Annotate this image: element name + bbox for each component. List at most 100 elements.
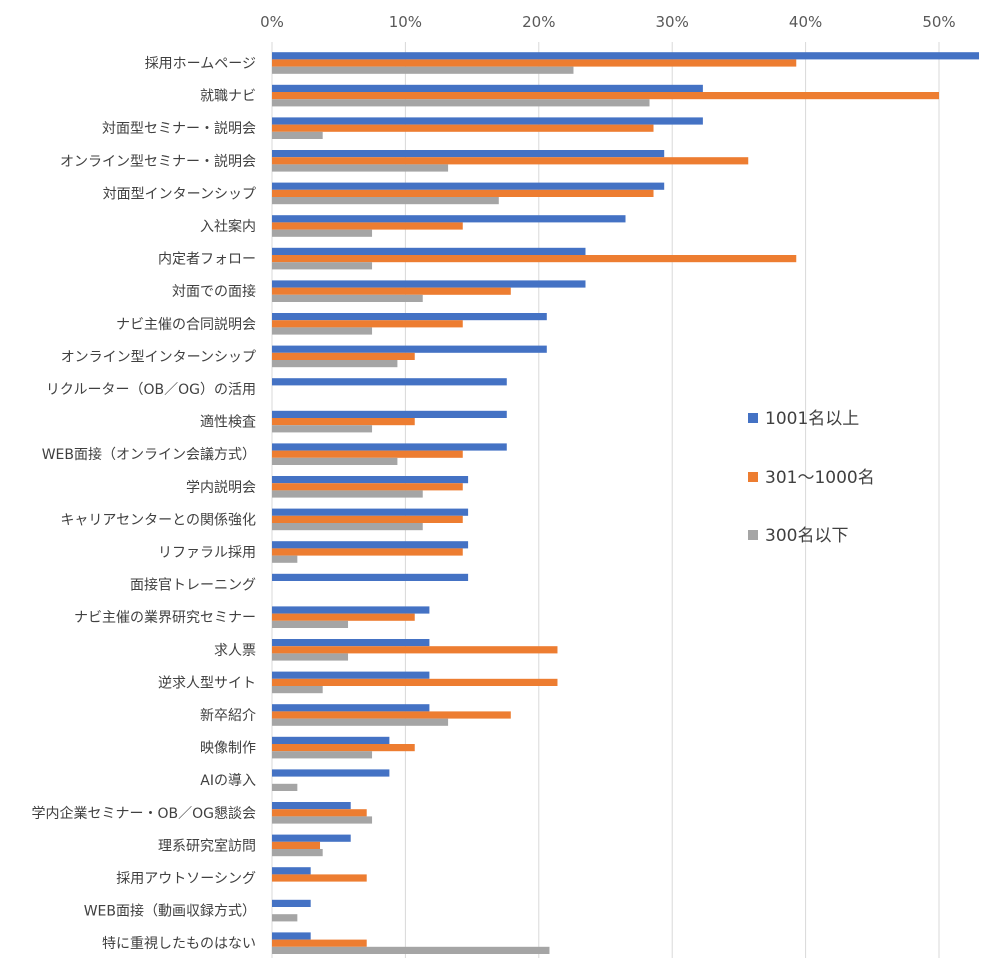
x-tick-label: 50% [922, 13, 955, 31]
category-label: オンライン型セミナー・説明会 [60, 154, 256, 170]
bar-series3-12 [272, 457, 398, 465]
bar-series1-5 [272, 215, 626, 223]
bar-series3-20 [272, 718, 449, 726]
bar-series3-15 [272, 555, 298, 563]
category-label: 求人票 [214, 643, 256, 659]
bar-series2-14 [272, 515, 463, 523]
bar-series1-6 [272, 247, 586, 255]
category-label: 対面での面接 [172, 283, 256, 300]
bar-series1-8 [272, 313, 547, 321]
legend-label: 300名以下 [765, 526, 848, 546]
bar-series1-16 [272, 573, 469, 581]
bar-series3-19 [272, 686, 323, 694]
bar-series1-25 [272, 867, 311, 875]
category-label: オンライン型インターンシップ [61, 349, 256, 365]
bar-series2-7 [272, 287, 511, 295]
bar-series1-27 [272, 932, 311, 940]
bar-series2-27 [272, 939, 367, 947]
bar-series1-1 [272, 84, 703, 92]
category-label: 採用ホームページ [145, 56, 256, 72]
bar-series1-9 [272, 345, 547, 353]
bar-series3-14 [272, 523, 423, 531]
category-label: 特に重視したものはない [102, 936, 256, 952]
bar-series2-15 [272, 548, 463, 556]
category-label: ナビ主催の業界研究セミナー [74, 610, 256, 626]
bar-series1-19 [272, 671, 430, 679]
category-label: 内定者フォロー [158, 252, 256, 268]
category-label: 入社案内 [200, 218, 256, 235]
bar-series1-11 [272, 410, 507, 418]
bar-series3-11 [272, 425, 373, 433]
bar-series2-0 [272, 59, 797, 67]
category-label: 対面型インターンシップ [103, 186, 256, 202]
bar-series2-25 [272, 874, 367, 882]
x-tick-label: 10% [389, 13, 422, 31]
bar-series3-18 [272, 653, 349, 661]
category-label: WEB面接（オンライン会議方式） [42, 446, 256, 463]
bar-series3-24 [272, 849, 323, 857]
legend-swatch [748, 472, 758, 482]
category-label: AIの導入 [200, 773, 256, 789]
bar-series2-17 [272, 613, 415, 621]
bar-series1-4 [272, 182, 665, 190]
x-tick-label: 40% [789, 13, 822, 31]
category-label: リファラル採用 [158, 545, 256, 561]
category-label: リクルーター（OB／OG）の活用 [46, 382, 256, 398]
bar-series2-20 [272, 711, 511, 719]
bar-series1-12 [272, 443, 507, 451]
bar-series2-1 [272, 92, 939, 100]
category-label: 逆求人型サイト [158, 675, 256, 691]
bar-series2-19 [272, 678, 558, 686]
bar-series1-26 [272, 899, 311, 907]
category-label: 映像制作 [200, 741, 256, 757]
x-tick-label: 20% [522, 13, 555, 31]
legend-swatch [748, 413, 758, 423]
x-tick-label: 30% [656, 13, 689, 31]
bar-series1-3 [272, 150, 665, 158]
x-axis-tick-labels: 0% 10% 20% 30% 40% 50% [260, 13, 956, 31]
legend-swatch [748, 530, 758, 540]
bar-series2-6 [272, 255, 797, 263]
bar-series1-2 [272, 117, 703, 125]
bar-series2-23 [272, 809, 367, 817]
category-label: WEB面接（動画収録方式） [84, 903, 256, 920]
category-label: 就職ナビ [200, 89, 256, 105]
x-tick-label: 0% [260, 13, 284, 31]
bar-series1-22 [272, 769, 390, 777]
bar-series1-14 [272, 508, 469, 516]
bar-series2-3 [272, 157, 749, 165]
bar-series3-27 [272, 946, 550, 954]
bar-series3-0 [272, 66, 574, 74]
bar-series3-5 [272, 229, 373, 237]
bar-series2-21 [272, 744, 415, 752]
bar-series3-13 [272, 490, 423, 498]
category-label: 学内説明会 [186, 480, 256, 496]
bar-series1-23 [272, 802, 351, 810]
bar-series2-4 [272, 189, 654, 197]
category-label: 適性検査 [200, 414, 256, 431]
bar-series3-21 [272, 751, 373, 759]
bar-series3-7 [272, 294, 423, 302]
bar-series2-18 [272, 646, 558, 654]
bar-series1-13 [272, 476, 469, 484]
bars [272, 52, 980, 954]
category-label: キャリアセンターとの関係強化 [60, 512, 256, 528]
bar-series3-1 [272, 99, 650, 107]
bar-series2-12 [272, 450, 463, 458]
bar-series3-9 [272, 360, 398, 368]
category-label: 理系研究室訪問 [158, 837, 256, 854]
legend: 1001名以上 301〜1000名 300名以下 [748, 409, 875, 546]
legend-label: 1001名以上 [765, 409, 859, 429]
bar-series3-8 [272, 327, 373, 335]
category-label: ナビ主催の合同説明会 [116, 317, 256, 333]
bar-series1-10 [272, 378, 507, 386]
bar-series3-23 [272, 816, 373, 824]
bar-series1-15 [272, 541, 469, 549]
bar-series3-4 [272, 197, 499, 205]
bar-series1-17 [272, 606, 430, 614]
bar-series1-7 [272, 280, 586, 288]
bar-series1-18 [272, 639, 430, 647]
bar-series3-26 [272, 914, 298, 922]
bar-series3-3 [272, 164, 449, 172]
